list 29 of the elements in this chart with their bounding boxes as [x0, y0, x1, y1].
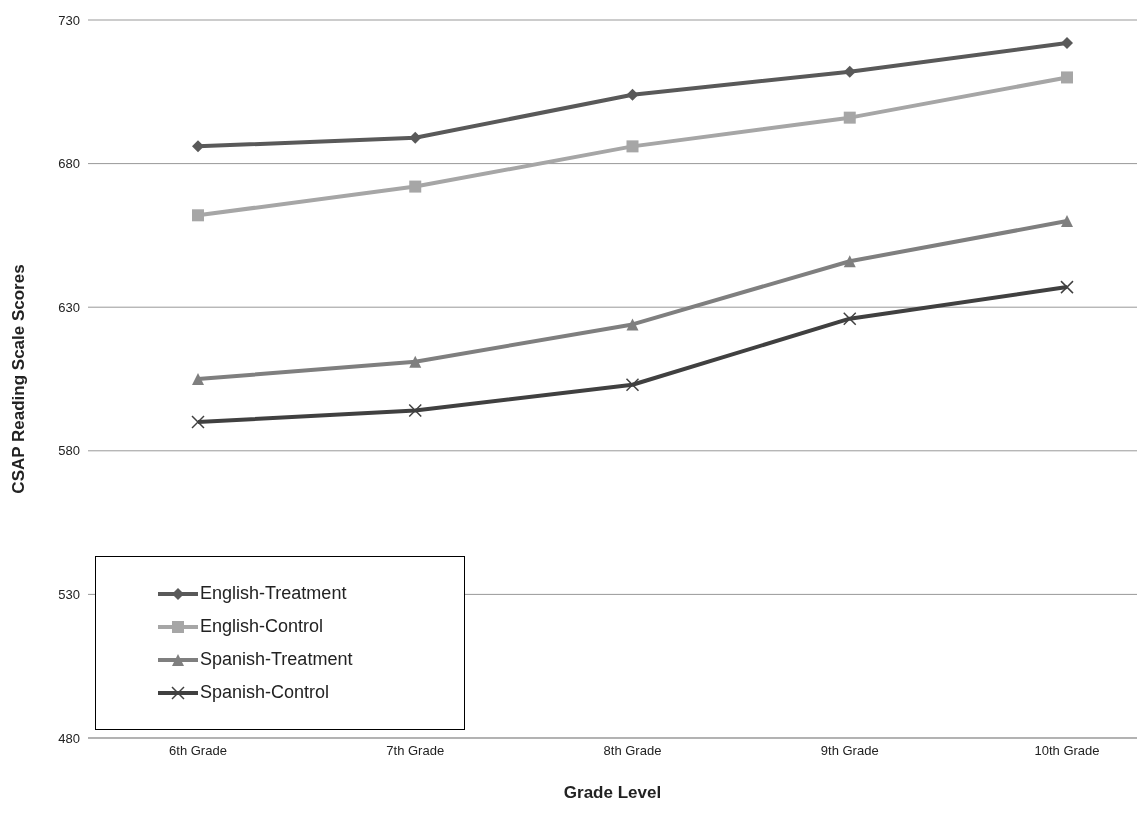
y-tick-label: 630: [58, 299, 80, 315]
point: [409, 355, 422, 368]
x-tick-label: 10th Grade: [1034, 743, 1100, 759]
point: [192, 373, 204, 385]
y-tick-label: 580: [58, 443, 80, 459]
legend-label: English-Control: [200, 616, 324, 637]
x-tick-label: 6th Grade: [169, 743, 227, 759]
y-tick-label: 480: [58, 730, 80, 746]
x-axis-title: Grade Level: [563, 783, 662, 802]
point: [626, 140, 639, 153]
point: [1061, 71, 1073, 84]
point: [843, 255, 856, 268]
legend-label: English-Treatment: [200, 583, 347, 604]
x-tick-label: 9th Grade: [820, 743, 879, 759]
x-tick-label: 8th Grade: [603, 743, 662, 759]
point: [409, 180, 422, 193]
y-axis-title: CSAP Reading Scale Scores: [9, 264, 29, 494]
point: [843, 65, 856, 78]
y-tick-label: 730: [58, 12, 80, 28]
y-tick-label: 680: [58, 156, 80, 172]
y-tick-label: 530: [58, 587, 80, 603]
legend-label: Spanish-Control: [200, 682, 330, 703]
point: [1061, 215, 1073, 228]
legend-label: Spanish-Treatment: [200, 649, 353, 670]
point: [843, 111, 856, 124]
x-tick-label: 7th Grade: [386, 743, 445, 759]
point: [626, 318, 639, 331]
point: [192, 209, 204, 222]
point: [1061, 36, 1073, 49]
